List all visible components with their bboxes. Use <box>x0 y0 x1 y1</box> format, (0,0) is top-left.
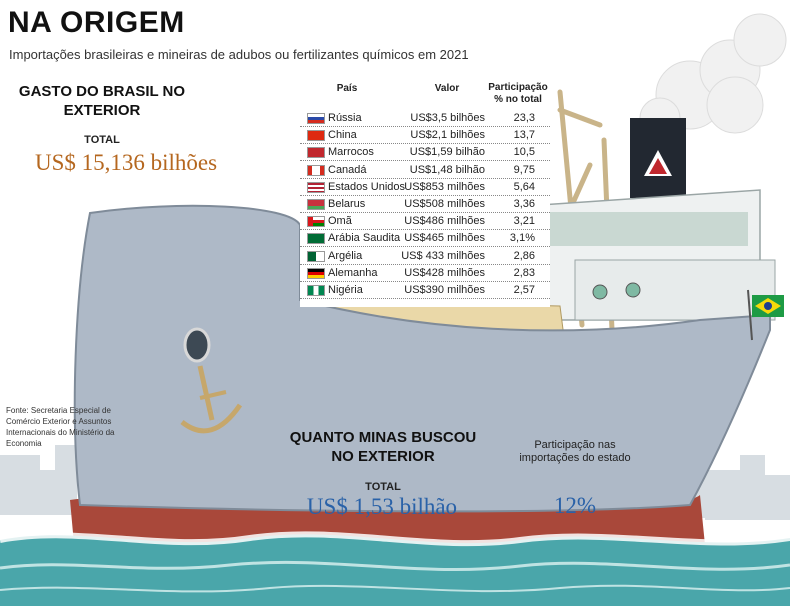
row-divider <box>300 298 550 299</box>
row-value: US$2,1 bilhões <box>410 129 485 142</box>
row-share: 5,64 <box>513 180 535 193</box>
table-row: Arábia Saudita US$465 milhões 3,1% <box>300 230 550 248</box>
sea-waves <box>0 531 790 606</box>
row-divider <box>300 143 550 145</box>
minas-heading: QUANTO MINAS BUSCOU NO EXTERIOR <box>289 429 477 465</box>
row-country: Canadá <box>328 163 367 176</box>
row-value: US$1,48 bilhão <box>409 163 485 176</box>
row-share: 9,75 <box>513 163 535 176</box>
row-divider <box>300 212 550 213</box>
column-header-share: Participação % no total <box>488 82 548 105</box>
saudi-flag-icon <box>307 233 325 245</box>
row-divider <box>300 229 550 231</box>
table-row: China US$2,1 bilhões 13,7 <box>300 127 550 145</box>
column-header-country: País <box>336 83 358 94</box>
table-row: Marrocos US$1,59 bilhão 10,5 <box>300 144 550 162</box>
row-share: 2,86 <box>513 249 535 262</box>
row-share: 3,21 <box>513 215 535 228</box>
table-row: Alemanha US$428 milhões 2,83 <box>300 265 550 282</box>
row-value: US$486 milhões <box>404 215 485 228</box>
row-country: Marrocos <box>328 146 374 159</box>
table-row: Estados Unidos US$853 milhões 5,64 <box>300 179 550 196</box>
page-subtitle: Importações brasileiras e mineiras de ad… <box>9 47 469 62</box>
page-title: NA ORIGEM <box>8 6 185 39</box>
row-divider <box>300 194 550 196</box>
country-table: País Valor Participação % no total Rússi… <box>300 77 550 307</box>
algeria-flag-icon <box>307 250 325 262</box>
row-divider <box>300 177 550 179</box>
table-row: Omã US$486 milhões 3,21 <box>300 213 550 231</box>
column-header-value: Valor <box>434 83 460 94</box>
nigeria-flag-icon <box>307 285 325 296</box>
row-value: US$853 milhões <box>404 180 485 193</box>
row-divider <box>300 263 550 265</box>
brasil-total-value: US$ 15,136 bilhões <box>34 150 218 175</box>
row-country: Rússia <box>328 112 362 124</box>
germany-flag-icon <box>307 267 325 279</box>
row-country: Alemanha <box>328 266 378 279</box>
row-value: US$390 milhões <box>404 284 485 296</box>
row-country: Belarus <box>328 198 366 210</box>
row-country: China <box>328 129 357 142</box>
table-row: Nigéria US$390 milhões 2,57 <box>300 282 550 299</box>
source-note: Fonte: Secretaria Especial de Comércio E… <box>6 406 115 448</box>
morocco-flag-icon <box>307 147 325 159</box>
row-country: Nigéria <box>328 284 363 296</box>
row-country: Estados Unidos <box>328 180 406 193</box>
minas-total-value: US$ 1,53 bilhão <box>306 494 458 519</box>
row-value: US$508 milhões <box>404 198 485 210</box>
row-divider <box>300 246 550 248</box>
minas-share-label: Participação nas importações do estado <box>519 439 631 464</box>
row-share: 2,57 <box>513 284 535 296</box>
table-row: Canadá US$1,48 bilhão 9,75 <box>300 162 550 179</box>
brasil-total-label: TOTAL <box>84 134 120 146</box>
row-country: Omã <box>328 215 352 228</box>
row-share: 2,83 <box>513 266 535 279</box>
table-row: Rússia US$3,5 bilhões 23,3 <box>300 110 550 127</box>
oman-flag-icon <box>307 216 325 228</box>
brasil-heading: GASTO DO BRASIL NO EXTERIOR <box>18 83 186 119</box>
usa-flag-icon <box>307 181 325 193</box>
row-value: US$1,59 bilhão <box>409 146 485 159</box>
brazil-flag-icon <box>747 289 784 341</box>
ship-superstructure <box>539 118 776 351</box>
canada-flag-icon <box>307 164 325 176</box>
row-divider <box>300 280 550 282</box>
row-country: Argélia <box>328 249 363 262</box>
row-divider <box>300 126 550 127</box>
row-value: US$428 milhões <box>404 266 485 279</box>
row-share: 10,5 <box>513 146 535 159</box>
row-value: US$3,5 bilhões <box>410 112 485 124</box>
row-share: 13,7 <box>513 129 535 142</box>
minas-share-value: 12% <box>553 493 597 518</box>
row-country: Arábia Saudita <box>328 232 401 245</box>
russia-flag-icon <box>307 113 325 124</box>
table-row: Argélia US$ 433 milhões 2,86 <box>300 248 550 265</box>
belarus-flag-icon <box>307 199 325 210</box>
row-share: 3,1% <box>509 232 535 245</box>
row-value: US$465 milhões <box>404 232 485 245</box>
row-share: 23,3 <box>513 112 535 124</box>
row-value: US$ 433 milhões <box>401 249 485 262</box>
row-share: 3,36 <box>513 198 535 210</box>
china-flag-icon <box>307 130 325 142</box>
row-divider <box>300 160 550 162</box>
minas-total-label: TOTAL <box>365 481 401 493</box>
table-row: Belarus US$508 milhões 3,36 <box>300 196 550 213</box>
anchor-icon <box>180 327 243 434</box>
